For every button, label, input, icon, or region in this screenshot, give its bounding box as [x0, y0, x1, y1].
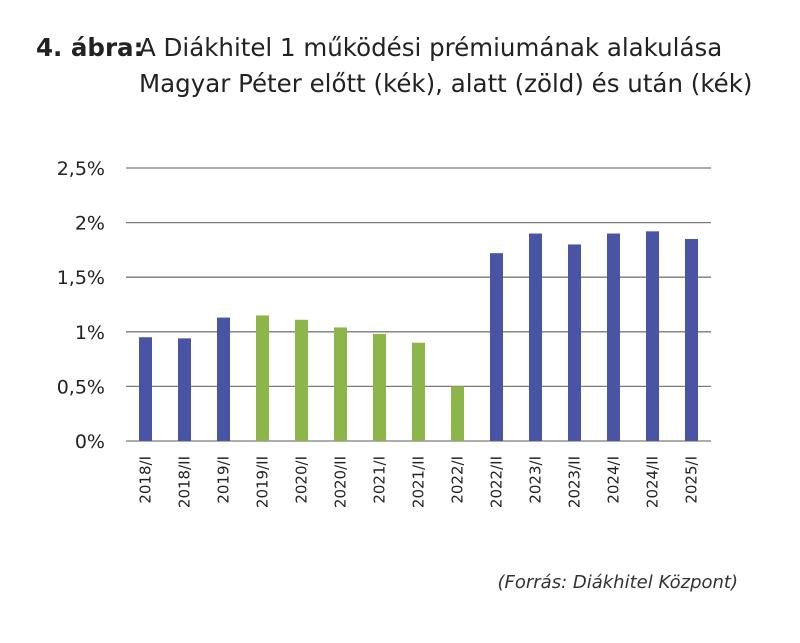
x-tick-label: 2021/I — [371, 456, 389, 504]
x-tick-label: 2019/I — [215, 456, 233, 504]
title-text-2: Magyar Péter előtt (kék), alatt (zöld) é… — [139, 69, 753, 98]
x-tick-label: 2022/II — [488, 456, 506, 508]
title-line-2: Magyar Péter előtt (kék), alatt (zöld) é… — [36, 66, 796, 102]
bar — [373, 333, 386, 441]
bar — [529, 233, 542, 441]
x-tick-label: 2020/I — [293, 456, 311, 504]
x-tick-label: 2022/I — [449, 456, 467, 504]
x-tick-label: 2021/II — [410, 456, 428, 508]
title-text-1: A Diákhitel 1 működési prémiumának alaku… — [139, 33, 723, 62]
bar — [178, 338, 191, 441]
x-tick-label: 2020/II — [332, 456, 350, 508]
figure-number: 4. ábra: — [36, 33, 144, 62]
y-tick-label: 2,5% — [57, 158, 105, 180]
bar — [256, 315, 269, 441]
source-note: (Forrás: Diákhitel Központ) — [497, 572, 738, 593]
bar — [334, 327, 347, 441]
bar — [412, 342, 425, 441]
x-tick-label: 2018/I — [137, 456, 155, 504]
bar — [490, 253, 503, 441]
y-tick-label: 2% — [75, 213, 105, 235]
bar — [295, 319, 308, 441]
x-tick-label: 2023/I — [527, 456, 545, 504]
bar — [607, 233, 620, 441]
chart-title: 4. ábra:A Diákhitel 1 működési prémiumán… — [36, 30, 796, 102]
bar — [685, 238, 698, 441]
y-tick-label: 0% — [75, 431, 105, 453]
x-tick-label: 2025/I — [683, 456, 701, 504]
x-tick-label: 2024/II — [644, 456, 662, 508]
x-tick-label: 2018/II — [176, 456, 194, 508]
bar — [139, 337, 152, 441]
bar — [451, 386, 464, 441]
bar — [646, 231, 659, 441]
bar — [217, 317, 230, 441]
x-tick-label: 2019/II — [254, 456, 272, 508]
title-line-1: 4. ábra:A Diákhitel 1 működési prémiumán… — [36, 30, 796, 66]
y-tick-label: 1,5% — [57, 267, 105, 289]
bar — [568, 244, 581, 441]
x-tick-label: 2024/I — [605, 456, 623, 504]
x-tick-label: 2023/II — [566, 456, 584, 508]
y-tick-label: 1% — [75, 322, 105, 344]
y-tick-label: 0,5% — [57, 376, 105, 398]
